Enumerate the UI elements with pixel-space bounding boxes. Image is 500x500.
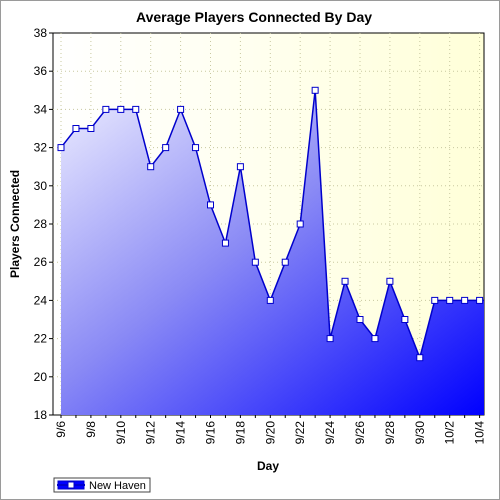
data-point (117, 105, 125, 113)
data-point (132, 105, 140, 113)
data-point (341, 277, 349, 285)
data-point (236, 163, 244, 171)
data-point (162, 144, 170, 152)
x-axis-label: Day (257, 459, 279, 473)
series-fill (61, 90, 484, 416)
series-points (57, 86, 484, 362)
data-point (461, 296, 469, 304)
x-tick-label: 9/6 (54, 421, 68, 438)
x-tick-label: 9/26 (353, 421, 367, 445)
y-axis-label: Players Connected (8, 170, 22, 278)
x-tick-label: 9/30 (413, 421, 427, 445)
data-point (386, 277, 394, 285)
chart-title: Average Players Connected By Day (136, 9, 372, 25)
data-point (147, 163, 155, 171)
y-tick-label: 38 (34, 26, 48, 40)
y-tick-label: 32 (34, 141, 48, 155)
y-tick-label: 34 (34, 102, 48, 116)
data-point (192, 144, 200, 152)
y-tick-label: 36 (34, 64, 48, 78)
x-tick-label: 9/14 (174, 421, 188, 445)
data-point (87, 125, 95, 132)
data-point (102, 105, 110, 113)
y-axis: 18 20 22 24 26 28 30 32 34 36 38 (34, 26, 53, 422)
y-tick-label: 30 (34, 179, 48, 193)
x-tick-label: 10/4 (473, 421, 487, 445)
x-tick-label: 9/22 (293, 421, 307, 445)
x-tick-label: 9/16 (204, 421, 218, 445)
data-point (207, 201, 214, 209)
x-tick-label: 10/2 (443, 421, 457, 445)
data-point (57, 144, 65, 152)
x-axis: 9/6 9/8 9/10 9/12 9/14 9/16 9/18 9/20 9/22 9/24 9/… (54, 415, 487, 444)
data-point (296, 220, 304, 228)
x-tick-label: 9/18 (233, 421, 247, 445)
x-tick-label: 9/24 (323, 421, 337, 445)
data-point (446, 296, 454, 304)
y-tick-label: 18 (34, 408, 48, 422)
data-point (356, 316, 364, 323)
data-point (177, 105, 185, 113)
data-point (431, 296, 439, 304)
x-tick-label: 9/28 (383, 421, 397, 445)
x-tick-label: 9/8 (84, 421, 98, 438)
x-tick-label: 9/12 (144, 421, 158, 445)
x-tick-label: 9/10 (114, 421, 128, 445)
data-point (371, 335, 379, 343)
legend-marker (67, 481, 75, 489)
data-point (401, 316, 409, 323)
data-point (281, 258, 289, 266)
data-point (251, 258, 259, 266)
legend: New Haven (53, 477, 151, 493)
data-point (266, 296, 274, 304)
data-point (476, 296, 484, 304)
data-point (72, 125, 80, 132)
y-tick-label: 24 (34, 293, 48, 307)
y-tick-label: 26 (34, 255, 48, 269)
data-point (311, 86, 319, 94)
legend-label: New Haven (89, 480, 146, 492)
data-point (416, 354, 424, 362)
y-tick-label: 20 (34, 370, 48, 384)
x-tick-label: 9/20 (263, 421, 277, 445)
data-point (326, 335, 334, 343)
y-tick-label: 22 (34, 332, 48, 346)
y-tick-label: 28 (34, 217, 48, 231)
data-point (221, 239, 229, 247)
